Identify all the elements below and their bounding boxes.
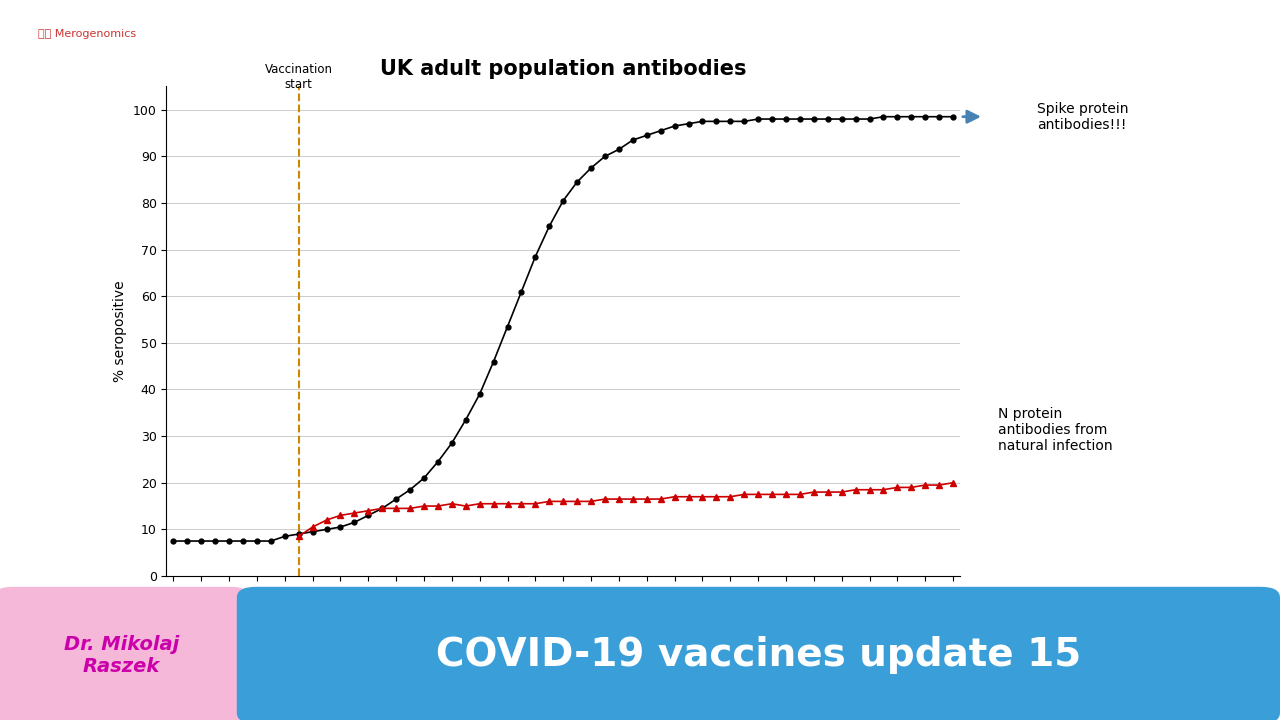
- Title: UK adult population antibodies: UK adult population antibodies: [380, 59, 746, 79]
- X-axis label: week number (4-week period mid point): week number (4-week period mid point): [424, 604, 703, 618]
- Y-axis label: % seropositive: % seropositive: [113, 280, 127, 382]
- Text: COVID-19 vaccines update 15: COVID-19 vaccines update 15: [436, 636, 1082, 674]
- Text: Spike protein
antibodies!!!: Spike protein antibodies!!!: [1037, 102, 1128, 132]
- Text: 🔺🔺 Merogenomics: 🔺🔺 Merogenomics: [38, 29, 137, 39]
- Text: N protein
antibodies from
natural infection: N protein antibodies from natural infect…: [998, 407, 1114, 453]
- Text: Dr. Mikolaj
Raszek: Dr. Mikolaj Raszek: [64, 635, 179, 675]
- Text: Vaccination
start: Vaccination start: [265, 63, 333, 91]
